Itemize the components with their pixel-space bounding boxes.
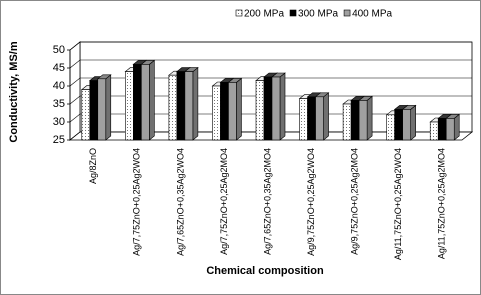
x-axis-label: Chemical composition <box>206 265 324 277</box>
x-tick-label: Ag/9,75ZnO+0,25Ag2MO4 <box>349 148 359 255</box>
bar <box>315 96 324 141</box>
bar <box>263 76 273 141</box>
x-tick-label: Ag/11,75ZnO+0,25Ag2WO4 <box>393 148 403 260</box>
bar-side <box>149 59 155 141</box>
bar <box>168 74 178 141</box>
bar-side <box>279 72 286 141</box>
legend-swatch <box>343 9 351 17</box>
bar <box>97 78 107 141</box>
y-tick-label: 25 <box>53 134 65 146</box>
bar <box>386 114 395 141</box>
legend-swatch <box>289 9 297 17</box>
grid-line <box>69 113 472 123</box>
bar-side <box>366 95 373 141</box>
grid-line <box>69 95 472 105</box>
legend-label: 200 MPa <box>244 9 284 20</box>
bar <box>299 98 308 141</box>
bar <box>445 118 455 141</box>
y-tick-label: 50 <box>53 44 65 56</box>
bar <box>358 100 368 141</box>
bar <box>255 80 265 141</box>
bar-side <box>192 66 199 141</box>
x-tick-label: Ag/11,75ZnO+0,25Ag2MO4 <box>437 148 447 259</box>
bar-side <box>236 77 242 141</box>
bar <box>429 121 439 141</box>
bar-side <box>410 104 416 141</box>
bar <box>176 71 186 141</box>
y-tick-label: 45 <box>53 62 65 74</box>
bar-side <box>453 113 460 141</box>
bar <box>141 64 150 141</box>
bar <box>212 85 221 141</box>
legend-label: 300 MPa <box>298 9 338 20</box>
bar <box>81 89 91 141</box>
y-tick-label: 40 <box>53 80 65 92</box>
bar <box>307 96 316 141</box>
side-wall <box>69 41 81 141</box>
x-tick-label: Ag/7,65ZnO+0,35Ag2WO4 <box>175 148 185 256</box>
x-tick-label: Ag/9,75ZnO+0,25Ag2WO4 <box>306 148 316 256</box>
bar-side <box>323 92 329 141</box>
bar <box>133 64 142 141</box>
bar <box>220 82 229 141</box>
bar-side <box>105 74 112 141</box>
y-tick-label: 30 <box>53 116 65 128</box>
grid-line <box>69 59 472 69</box>
y-tick-label: 35 <box>53 98 65 110</box>
legend-label: 400 MPa <box>352 9 392 20</box>
legend-swatch <box>235 9 243 17</box>
x-tick-label: Ag/7,75ZnO+0,25Ag2WO4 <box>132 148 142 256</box>
grid-line <box>69 41 472 51</box>
grid-line <box>69 77 472 87</box>
bar <box>271 76 281 141</box>
bar <box>350 100 360 141</box>
bar <box>125 71 134 141</box>
bar <box>89 80 99 141</box>
bar <box>228 82 237 141</box>
y-axis-label: Conductivity, MS/m <box>8 41 20 142</box>
x-tick-label: Ag/7,65ZnO+0,35Ag2MO4 <box>262 148 272 255</box>
bar <box>402 109 411 141</box>
bar <box>184 71 194 141</box>
bar <box>342 103 352 141</box>
x-tick-label: Ag/8ZnO <box>88 148 98 184</box>
x-tick-label: Ag/7,75ZnO+0,25Ag2MO4 <box>219 148 229 255</box>
bar <box>437 118 447 141</box>
grid-line <box>69 131 472 141</box>
bar <box>394 109 403 141</box>
